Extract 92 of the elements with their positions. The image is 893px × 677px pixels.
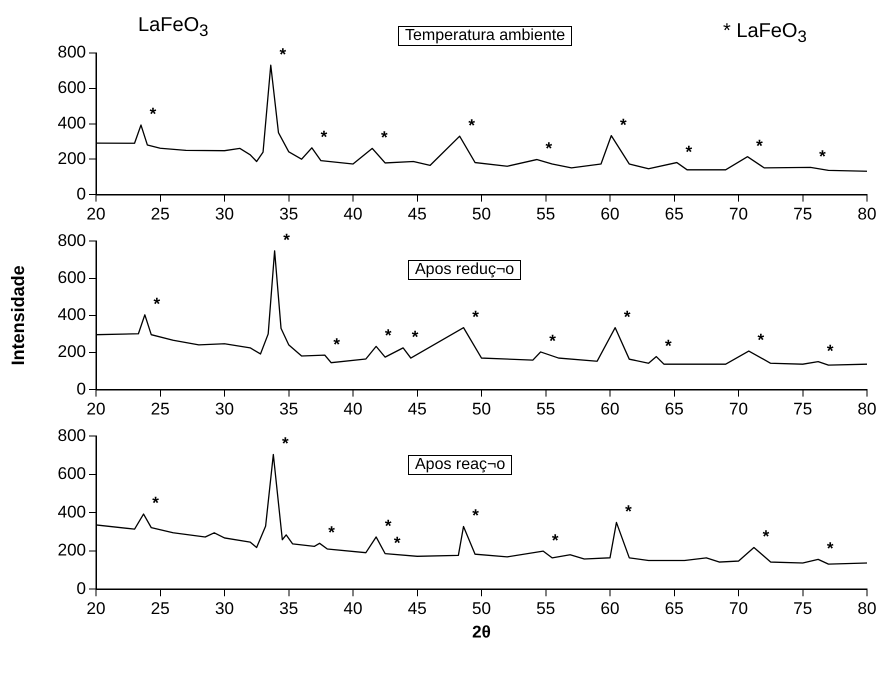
annotation: * xyxy=(686,142,693,162)
annotation: * xyxy=(380,128,388,148)
x-tick-label: 80 xyxy=(858,599,876,618)
y-tick-label: 400 xyxy=(58,305,86,324)
annotation: * xyxy=(472,506,480,526)
y-tick-label: 0 xyxy=(76,184,86,204)
y-tick-label: 800 xyxy=(58,426,86,445)
annotation: Apos reaç¬o xyxy=(408,455,512,475)
x-tick-label: 60 xyxy=(600,204,620,224)
x-tick-label: 40 xyxy=(344,204,362,224)
x-tick-label: 20 xyxy=(86,399,106,418)
annotation: * xyxy=(549,332,556,351)
annotation: * xyxy=(328,522,336,542)
annotation: * xyxy=(152,494,160,513)
x-tick-label: 50 xyxy=(472,599,491,618)
y-tick-label: 0 xyxy=(76,379,86,398)
x-tick-label: 35 xyxy=(279,399,298,418)
annotation: * xyxy=(384,516,392,536)
x-tick-label: 55 xyxy=(536,399,556,418)
x-tick-label: 35 xyxy=(279,599,298,618)
annotation: * xyxy=(384,326,392,346)
x-tick-label: 75 xyxy=(793,599,812,618)
x-tick-label: 45 xyxy=(408,204,427,224)
x-tick-label: 25 xyxy=(150,399,170,418)
annotation: * xyxy=(545,139,552,158)
text: Temperatura ambiente xyxy=(398,26,572,46)
text: * LaFeO$_{3}$ xyxy=(723,20,807,47)
x-tick-label: 30 xyxy=(215,599,234,618)
x-tick-label: 45 xyxy=(408,599,427,618)
x-tick-label: 65 xyxy=(664,399,684,418)
y-tick-label: 0 xyxy=(76,578,86,598)
annotation: * xyxy=(664,336,672,356)
annotation: * xyxy=(412,328,419,347)
x-tick-label: 55 xyxy=(536,599,556,618)
y-tick-label: 200 xyxy=(58,540,86,560)
x-tick-label: 30 xyxy=(215,399,234,418)
x-tick-label: 20 xyxy=(86,599,106,618)
annotation: * xyxy=(552,530,559,550)
y-tick-label: 800 xyxy=(58,42,86,62)
annotation: * xyxy=(154,294,161,314)
x-tick-label: 60 xyxy=(600,399,620,418)
x-tick-label: 60 xyxy=(600,599,620,618)
y-tick-label: 600 xyxy=(58,464,86,484)
annotation: * xyxy=(762,527,770,546)
annotation: * xyxy=(826,539,834,558)
annotation: * xyxy=(150,104,157,124)
y-tick-label: 800 xyxy=(58,230,86,250)
x-tick-label: 40 xyxy=(344,599,362,618)
x-tick-label: 50 xyxy=(472,204,491,224)
y-tick-label: 200 xyxy=(58,148,86,168)
x-tick-label: 35 xyxy=(279,204,298,224)
y-tick-label: 400 xyxy=(58,502,86,522)
x-tick-label: 55 xyxy=(536,204,556,224)
annotation: * xyxy=(620,115,627,134)
x-tick-label: 75 xyxy=(793,399,812,418)
annotation: * xyxy=(756,136,764,156)
x-axis-title: 2θ xyxy=(472,622,491,642)
annotation: * xyxy=(283,230,290,250)
x-tick-label: 30 xyxy=(215,204,234,224)
annotation: * xyxy=(819,147,826,166)
x-tick-label: 70 xyxy=(729,599,748,618)
annotation: * xyxy=(394,533,401,552)
x-tick-label: 65 xyxy=(664,599,684,618)
x-tick-label: 20 xyxy=(86,204,106,224)
annotation: * xyxy=(757,330,764,350)
x-tick-label: 45 xyxy=(408,399,427,418)
annotation: * xyxy=(468,116,476,135)
x-tick-label: 75 xyxy=(793,204,812,224)
annotation: * xyxy=(625,502,632,522)
annotation: * xyxy=(320,128,328,147)
y-tick-label: 200 xyxy=(58,342,86,362)
y-axis-title: Intensidade xyxy=(8,265,28,366)
x-tick-label: 65 xyxy=(664,204,684,224)
annotation: * xyxy=(333,334,340,354)
x-tick-label: 80 xyxy=(858,204,876,224)
x-tick-label: 80 xyxy=(858,399,876,418)
annotation: * xyxy=(826,341,834,360)
annotation: * xyxy=(624,307,631,326)
annotation: Apos reduç¬o xyxy=(408,260,522,280)
annotation: * xyxy=(282,434,290,454)
text: LaFeO$_{3}$ xyxy=(138,14,208,41)
y-tick-label: 400 xyxy=(58,113,86,132)
y-tick-label: 600 xyxy=(58,268,86,287)
annotation: * xyxy=(279,44,286,64)
x-tick-label: 25 xyxy=(150,599,170,618)
x-tick-label: 70 xyxy=(729,399,748,418)
annotation: * xyxy=(472,307,480,326)
x-tick-label: 50 xyxy=(472,399,491,418)
x-tick-label: 40 xyxy=(344,399,362,418)
y-tick-label: 600 xyxy=(58,78,86,98)
x-tick-label: 25 xyxy=(150,204,170,224)
x-tick-label: 70 xyxy=(729,204,748,224)
